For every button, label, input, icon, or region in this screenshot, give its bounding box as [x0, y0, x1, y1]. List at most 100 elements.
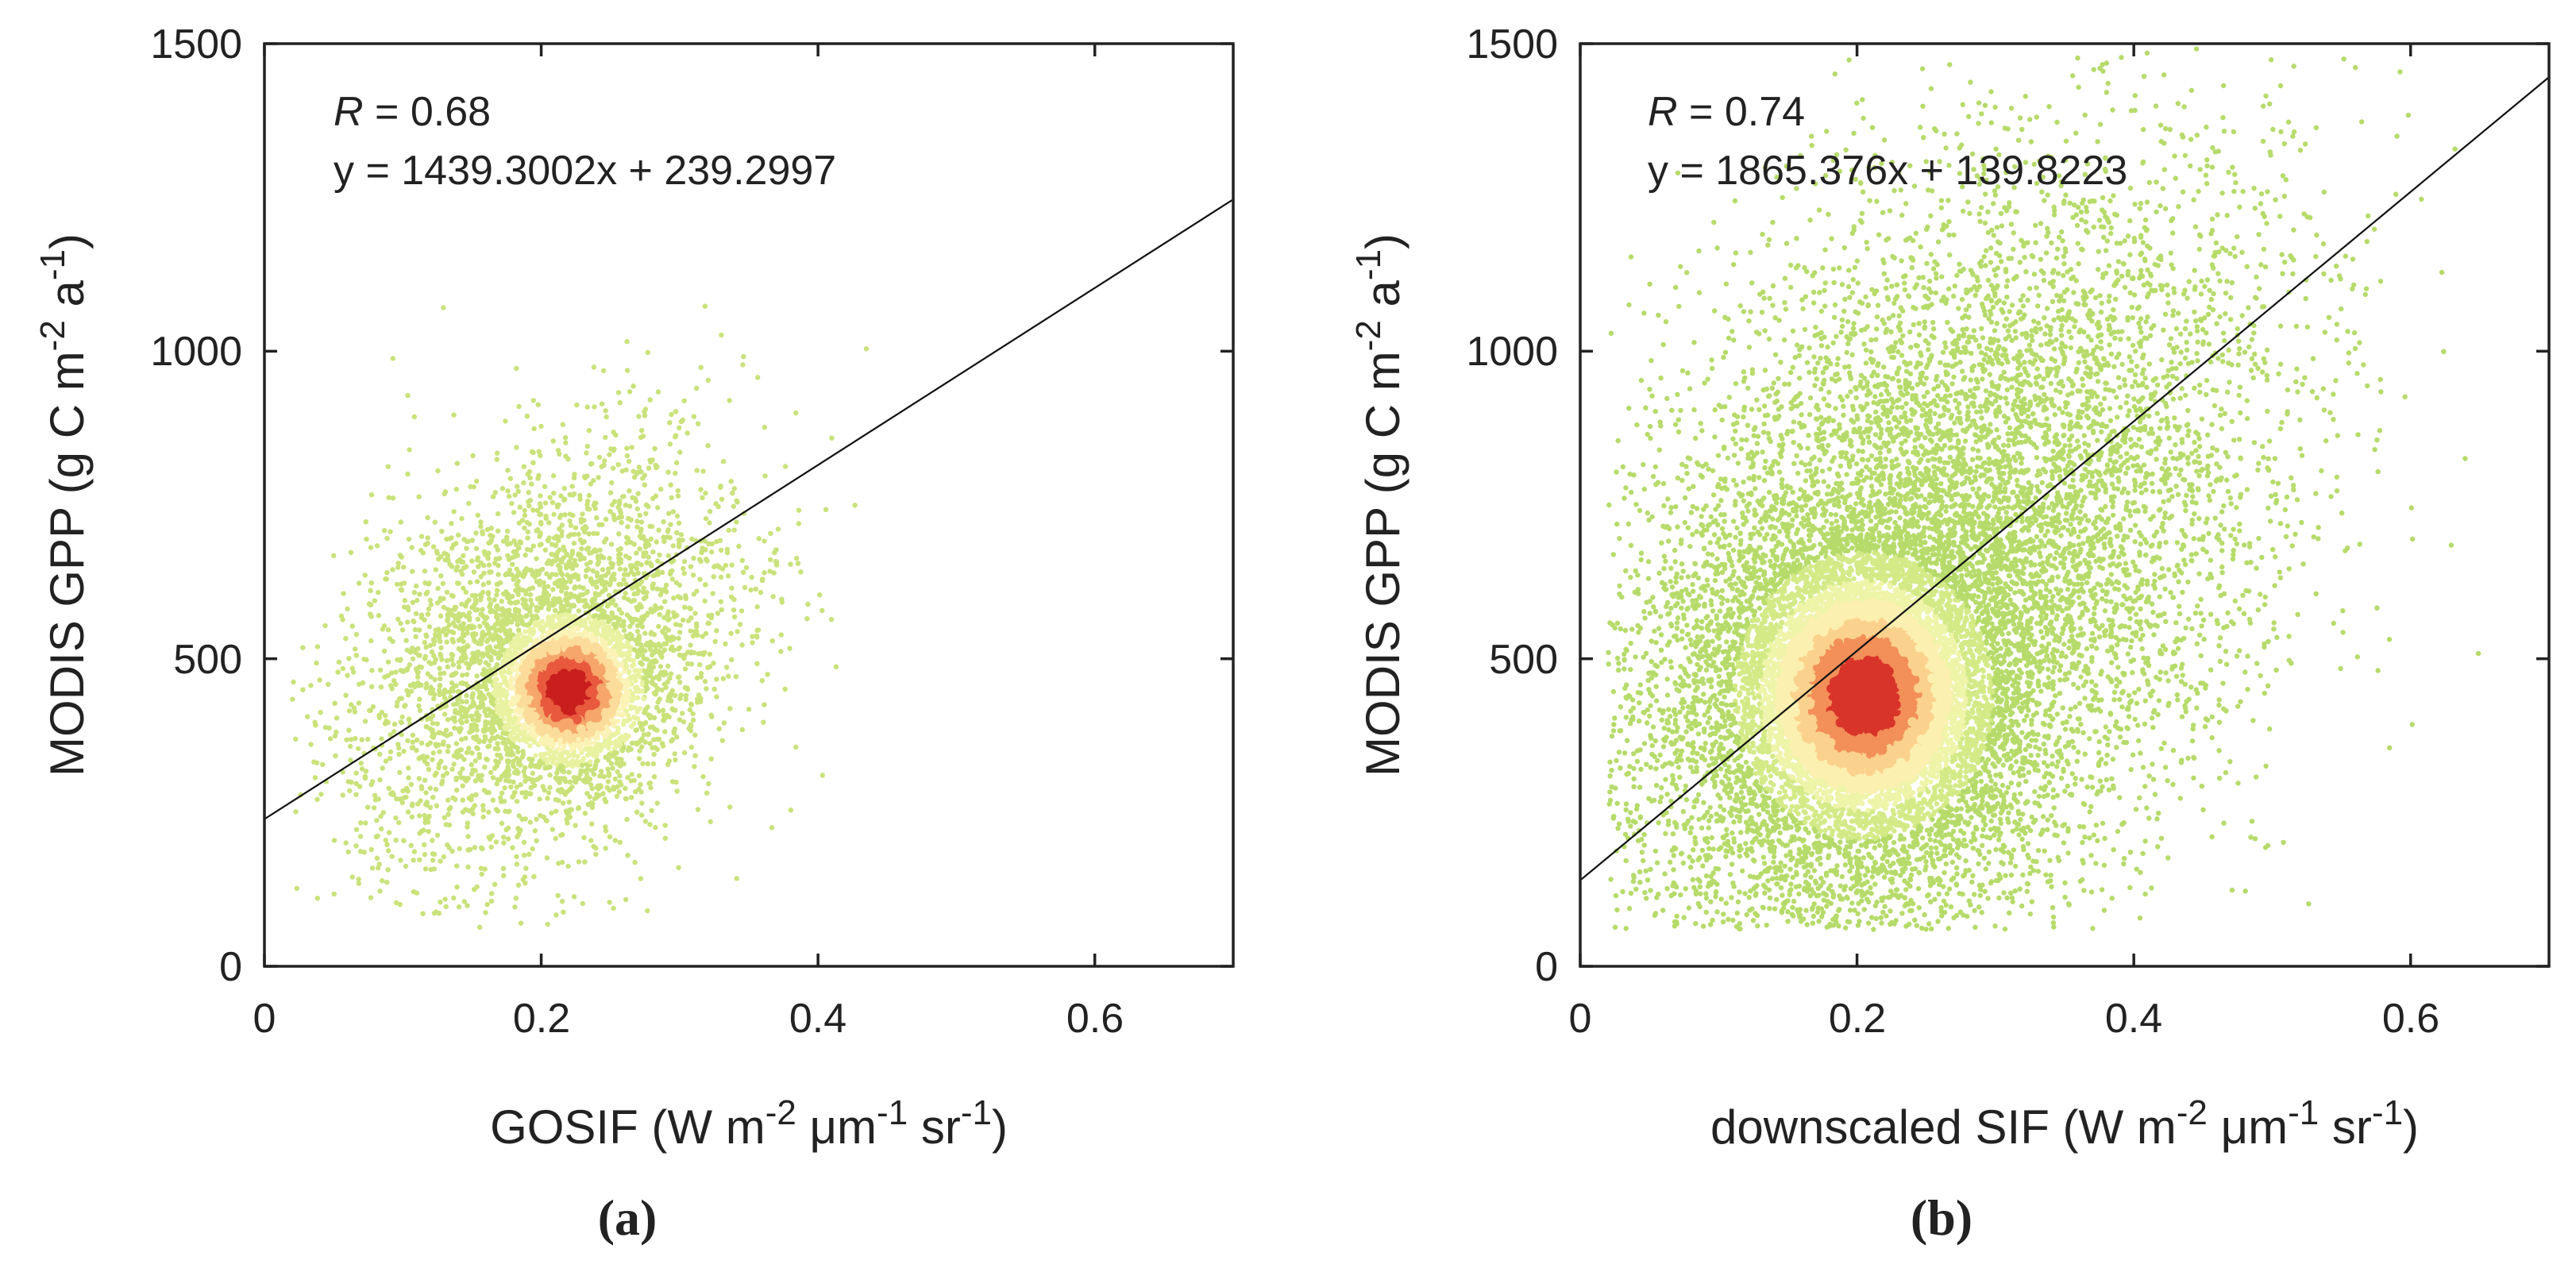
scatter-point — [615, 769, 620, 775]
scatter-point — [422, 852, 428, 858]
scatter-point — [794, 556, 800, 561]
scatter-point — [551, 511, 557, 518]
scatter-point — [460, 809, 466, 815]
scatter-point — [588, 481, 594, 487]
scatter-point — [638, 668, 643, 674]
scatter-point — [442, 711, 448, 717]
scatter-point — [585, 721, 596, 730]
scatter-point — [619, 519, 624, 526]
scatter-point — [604, 414, 609, 420]
scatter-point — [607, 452, 612, 457]
scatter-point — [637, 706, 643, 711]
scatter-point — [400, 788, 406, 794]
scatter-point — [492, 665, 499, 671]
scatter-point — [630, 691, 635, 697]
scatter-point — [567, 576, 573, 582]
scatter-point — [582, 617, 588, 623]
scatter-point — [502, 785, 507, 791]
scatter-point — [739, 557, 745, 563]
scatter-point — [464, 692, 469, 699]
scatter-point — [623, 590, 628, 596]
scatter-point — [554, 770, 560, 776]
scatter-point — [498, 670, 504, 676]
scatter-point — [604, 615, 611, 621]
scatter-point — [290, 696, 295, 702]
scatter-point — [417, 592, 422, 597]
scatter-point — [408, 781, 415, 788]
scatter-point — [577, 584, 583, 590]
scatter-point — [750, 640, 755, 646]
scatter-point — [588, 800, 594, 806]
scatter-point — [472, 638, 477, 643]
scatter-point — [704, 790, 710, 796]
scatter-point — [684, 685, 690, 691]
scatter-point — [688, 606, 693, 611]
scatter-point — [519, 618, 525, 624]
scatter-point — [438, 899, 443, 905]
scatter-point — [771, 570, 777, 576]
scatter-point — [538, 683, 547, 693]
scatter-point — [497, 693, 503, 699]
scatter-point — [662, 835, 668, 842]
scatter-point — [657, 672, 663, 677]
scatter-point — [615, 730, 620, 735]
scatter-point — [672, 751, 677, 757]
scatter-point — [460, 766, 465, 772]
scatter-point — [368, 602, 374, 608]
scatter-point — [494, 457, 499, 462]
scatter-point — [863, 346, 870, 352]
scatter-point — [469, 761, 474, 768]
scatter-point — [484, 901, 490, 908]
scatter-point — [444, 552, 449, 557]
scatter-point — [356, 580, 362, 586]
scatter-point — [486, 596, 492, 602]
scatter-point — [597, 547, 603, 553]
scatter-point — [405, 619, 411, 625]
scatter-point — [634, 506, 640, 512]
scatter-point — [603, 824, 608, 830]
scatter-point — [516, 813, 522, 819]
scatter-point — [526, 503, 532, 509]
scatter-point — [737, 622, 743, 627]
scatter-point — [645, 704, 650, 710]
scatter-point — [401, 580, 407, 586]
scatter-point — [472, 845, 478, 850]
scatter-point — [621, 718, 627, 723]
scatter-point — [311, 759, 317, 765]
scatter-point — [629, 635, 634, 642]
scatter-point — [494, 676, 499, 682]
scatter-point — [490, 534, 496, 539]
scatter-point — [660, 707, 666, 713]
scatter-point — [637, 512, 642, 518]
scatter-point — [444, 770, 449, 776]
scatter-point — [456, 619, 461, 624]
scatter-point — [607, 508, 613, 515]
scatter-point — [611, 512, 616, 518]
scatter-point — [546, 607, 552, 612]
scatter-point — [369, 668, 375, 673]
scatter-point — [411, 590, 418, 595]
scatter-point — [636, 739, 642, 745]
scatter-point — [607, 490, 614, 495]
scatter-point — [611, 615, 617, 621]
scatter-point — [662, 729, 668, 734]
scatter-point — [469, 771, 475, 777]
scatter-point — [670, 509, 676, 515]
scatter-point — [458, 635, 465, 641]
scatter-point — [371, 805, 377, 811]
scatter-point — [654, 800, 660, 806]
scatter-point — [627, 503, 633, 509]
scatter-point — [666, 511, 672, 516]
scatter-point — [607, 632, 613, 638]
scatter-point — [683, 696, 688, 703]
scatter-point — [671, 595, 677, 601]
scatter-point — [510, 794, 515, 800]
scatter-point — [417, 857, 422, 863]
scatter-point — [550, 760, 556, 765]
scatter-point — [353, 735, 358, 742]
scatter-point — [584, 737, 589, 742]
scatter-point — [464, 672, 470, 677]
scatter-point — [439, 657, 445, 662]
scatter-point — [326, 681, 331, 687]
scatter-point — [488, 844, 494, 850]
